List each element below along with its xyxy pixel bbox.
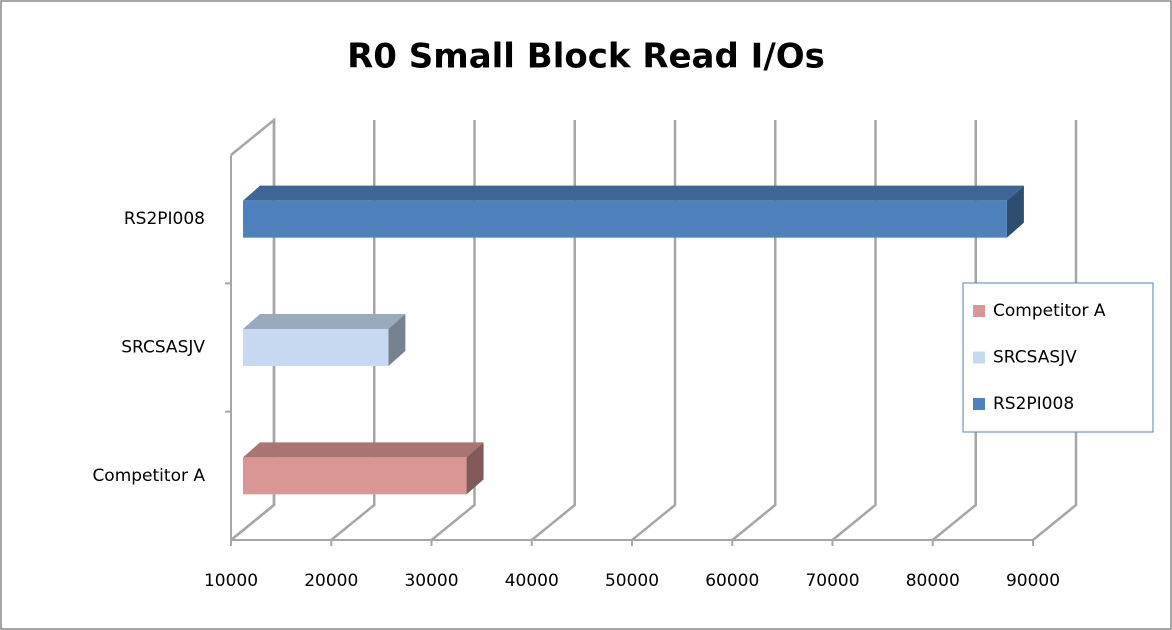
x-tick-label: 80000	[906, 571, 960, 591]
legend-box	[962, 282, 1154, 433]
grid-line	[1032, 120, 1078, 541]
bar	[243, 457, 467, 495]
grid-line	[631, 120, 677, 541]
grid-line	[931, 120, 977, 541]
legend-swatch	[973, 398, 985, 410]
x-tick-label: 70000	[805, 571, 859, 591]
grid-line	[831, 120, 877, 541]
x-tick-label: 10000	[204, 571, 258, 591]
y-tick-label: SRCSASJV	[121, 338, 205, 358]
grid-line	[430, 120, 476, 541]
legend-label: RS2PI008	[993, 394, 1074, 414]
grid-line	[230, 120, 276, 541]
y-tick-label: RS2PI008	[124, 209, 205, 229]
legend-swatch	[973, 351, 985, 364]
bar-side	[388, 314, 406, 366]
x-tick-label: 40000	[505, 571, 559, 591]
legend-swatch	[973, 305, 985, 317]
x-tick-label: 30000	[404, 571, 458, 591]
x-tick-label: 90000	[1006, 571, 1060, 591]
x-tick-label: 20000	[304, 571, 358, 591]
bar-top	[243, 185, 1024, 201]
legend-label: SRCSASJV	[993, 348, 1077, 368]
bar-top	[243, 442, 484, 458]
y-tick-label: Competitor A	[92, 466, 205, 486]
chart-title: R0 Small Block Read I/Os	[347, 37, 825, 77]
grid-line	[330, 120, 376, 541]
bar-top	[243, 314, 406, 329]
bar	[243, 200, 1007, 238]
legend-label: Competitor A	[993, 301, 1106, 321]
grid-line	[530, 120, 576, 541]
x-tick-label: 50000	[605, 571, 659, 591]
grid-line	[731, 120, 777, 541]
bar-side	[1006, 185, 1024, 238]
bar-side	[466, 442, 484, 495]
x-tick-label: 60000	[705, 571, 759, 591]
bar	[243, 329, 389, 366]
